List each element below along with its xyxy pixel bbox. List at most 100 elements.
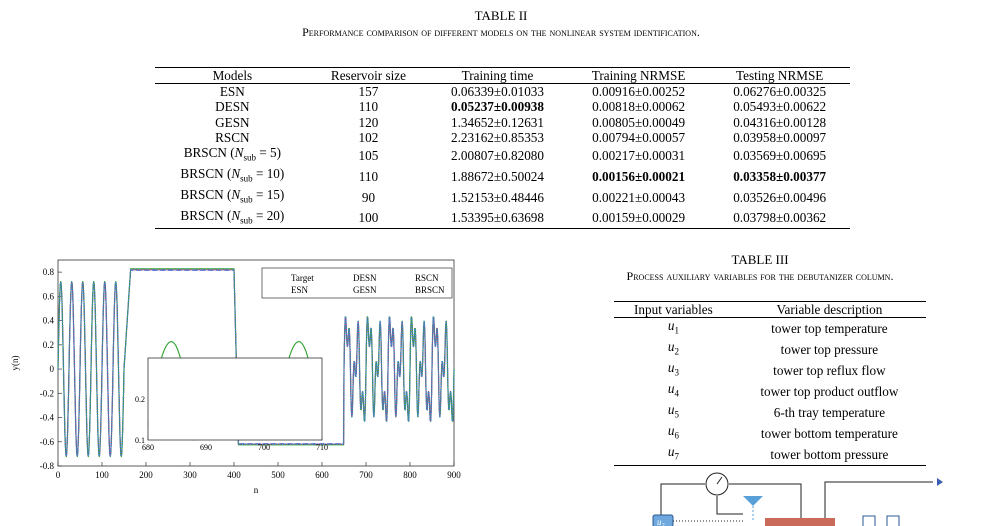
inset-x-tick-label: 700 bbox=[258, 443, 270, 452]
x-tick-label: 200 bbox=[139, 470, 153, 480]
table-row: u4 tower top product outflow bbox=[614, 381, 926, 402]
model-cell: ESN bbox=[219, 84, 245, 100]
diagram-lines bbox=[660, 481, 933, 522]
y-tick-label: -0.2 bbox=[40, 388, 54, 398]
y-tick-label: 0.2 bbox=[43, 340, 54, 350]
time-cell: 1.34652±0.12631 bbox=[451, 114, 544, 130]
legend-label: BRSCN bbox=[415, 285, 445, 295]
table2-caption: Performance comparison of different mode… bbox=[302, 25, 700, 39]
table2-title: TABLE II bbox=[474, 8, 528, 23]
table2-header: Training time bbox=[427, 66, 568, 85]
inset-x-tick-label: 690 bbox=[200, 443, 212, 452]
train-nrmse-cell: 0.00217±0.00031 bbox=[592, 147, 686, 163]
gauge-needle bbox=[716, 476, 723, 485]
model-cell: GESN bbox=[215, 114, 250, 130]
model-cell: RSCN bbox=[215, 129, 250, 145]
table-row: u7 tower bottom pressure bbox=[614, 443, 926, 466]
x-tick-label: 600 bbox=[315, 470, 329, 480]
table-row: ESN 157 0.06339±0.01033 0.00916±0.00252 … bbox=[155, 84, 850, 100]
test-nrmse-cell: 0.03526±0.00496 bbox=[733, 189, 827, 205]
size-cell: 100 bbox=[309, 207, 428, 230]
x-axis-label: n bbox=[254, 485, 259, 495]
unit-box bbox=[862, 515, 876, 526]
y-axis-label: y(n) bbox=[10, 356, 20, 371]
size-cell: 90 bbox=[361, 189, 376, 205]
y-tick-label: 0.6 bbox=[43, 291, 55, 301]
time-cell: 2.23162±0.85353 bbox=[451, 129, 544, 145]
inset-x-tick-label: 680 bbox=[142, 443, 154, 452]
table-row: u3 tower top reflux flow bbox=[614, 360, 926, 381]
table2: Models Reservoir size Training time Trai… bbox=[155, 66, 850, 230]
model-cell: BRSCN (Nsub = 15) bbox=[180, 186, 285, 205]
legend-label: ESN bbox=[291, 285, 309, 295]
test-nrmse-cell: 0.04316±0.00128 bbox=[733, 114, 827, 130]
y-tick-label: -0.4 bbox=[40, 413, 55, 423]
time-cell: 0.06339±0.01033 bbox=[451, 84, 544, 100]
x-tick-label: 500 bbox=[271, 470, 285, 480]
variable-cell: u4 bbox=[667, 381, 679, 399]
table-row: GESN 120 1.34652±0.12631 0.00805±0.00049… bbox=[155, 115, 850, 130]
x-tick-label: 0 bbox=[56, 470, 61, 480]
description-cell: tower top reflux flow bbox=[773, 362, 886, 378]
table3-header: Variable description bbox=[732, 300, 926, 319]
table-row: BRSCN (Nsub = 10) 110 1.88672±0.50024 0.… bbox=[155, 166, 850, 187]
time-cell: 2.00807±0.82080 bbox=[451, 147, 544, 163]
arrow-icon bbox=[937, 478, 943, 486]
x-tick-label: 900 bbox=[447, 470, 461, 480]
legend-label: GESN bbox=[353, 285, 377, 295]
inset-y-tick-label: 0.1 bbox=[135, 436, 145, 445]
inset-x-tick-label: 710 bbox=[316, 443, 328, 452]
legend-label: DESN bbox=[353, 273, 377, 283]
description-cell: 6-th tray temperature bbox=[773, 404, 886, 420]
inset-plot bbox=[147, 357, 323, 441]
size-cell: 102 bbox=[358, 129, 379, 145]
column-top bbox=[765, 518, 835, 526]
model-cell: DESN bbox=[215, 99, 250, 115]
table-row: DESN 110 0.05237±0.00938 0.00818±0.00062… bbox=[155, 99, 850, 114]
train-nrmse-cell: 0.00916±0.00252 bbox=[592, 84, 686, 100]
description-cell: tower top pressure bbox=[780, 342, 879, 358]
description-cell: tower top product outflow bbox=[760, 383, 899, 399]
test-nrmse-cell: 0.03798±0.00362 bbox=[709, 207, 850, 230]
debutanizer-diagram: u2 bbox=[652, 472, 943, 526]
train-nrmse-cell: 0.00818±0.00062 bbox=[592, 99, 686, 115]
legend bbox=[261, 267, 453, 299]
table-row: u1 tower top temperature bbox=[614, 318, 926, 339]
size-cell: 157 bbox=[358, 84, 379, 100]
time-cell: 1.53395±0.63698 bbox=[427, 207, 568, 230]
legend-label: RSCN bbox=[415, 273, 439, 283]
model-cell: BRSCN (Nsub = 20) bbox=[155, 207, 310, 230]
table2-header: Reservoir size bbox=[309, 66, 428, 85]
table3-header: Input variables bbox=[614, 300, 733, 319]
train-nrmse-cell: 0.00221±0.00043 bbox=[592, 189, 686, 205]
variable-cell: u5 bbox=[667, 402, 679, 420]
variable-cell: u7 bbox=[614, 443, 733, 466]
test-nrmse-cell: 0.03358±0.00377 bbox=[733, 168, 827, 184]
variable-cell: u2 bbox=[667, 339, 679, 357]
size-cell: 120 bbox=[358, 114, 379, 130]
prediction-chart: 0 100 200 300 400 500 600 700 800 900 -0.8 -0.6 -0.4… bbox=[10, 259, 461, 495]
table3-title: TABLE III bbox=[731, 252, 789, 267]
size-cell: 105 bbox=[358, 147, 379, 163]
model-cell: BRSCN (Nsub = 10) bbox=[180, 165, 285, 184]
y-tick-label: 0.8 bbox=[43, 267, 55, 277]
table-row: u6 tower bottom temperature bbox=[614, 423, 926, 444]
table2-header: Testing NRMSE bbox=[709, 66, 850, 85]
table3-caption: Process auxiliary variables for the debu… bbox=[626, 269, 894, 283]
test-nrmse-cell: 0.03958±0.00097 bbox=[733, 129, 827, 145]
table2-header: Training NRMSE bbox=[567, 66, 710, 85]
table2-header-row: Models Reservoir size Training time Trai… bbox=[155, 66, 850, 85]
y-tick-label: -0.6 bbox=[40, 437, 55, 447]
x-tick-label: 100 bbox=[95, 470, 109, 480]
valve-icon bbox=[743, 496, 763, 506]
train-nrmse-cell: 0.00805±0.00049 bbox=[592, 114, 686, 130]
variable-cell: u3 bbox=[667, 360, 679, 378]
x-tick-label: 700 bbox=[359, 470, 373, 480]
table-row: u2 tower top pressure bbox=[614, 339, 926, 360]
table-row: RSCN 102 2.23162±0.85353 0.00794±0.00057… bbox=[155, 130, 850, 145]
time-cell: 1.88672±0.50024 bbox=[451, 168, 544, 184]
time-cell: 1.52153±0.48446 bbox=[451, 189, 544, 205]
size-cell: 110 bbox=[358, 168, 379, 184]
table3: Input variables Variable description u1 … bbox=[614, 300, 926, 466]
description-cell: tower bottom pressure bbox=[732, 443, 926, 466]
